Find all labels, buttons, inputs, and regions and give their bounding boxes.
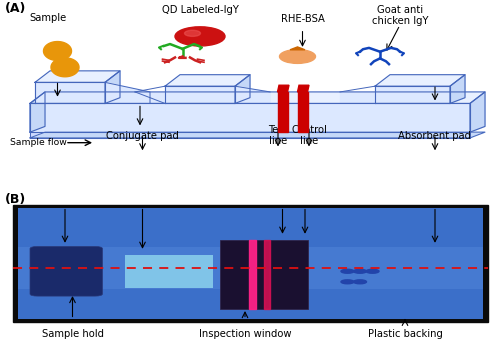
Polygon shape [165, 86, 235, 103]
FancyBboxPatch shape [30, 247, 102, 296]
Polygon shape [51, 58, 79, 77]
Polygon shape [30, 132, 470, 138]
Bar [12, 205, 488, 323]
Circle shape [341, 280, 354, 284]
Polygon shape [298, 85, 309, 92]
Text: Absorbent pad: Absorbent pad [398, 131, 471, 141]
Polygon shape [450, 75, 465, 103]
Polygon shape [30, 132, 485, 138]
Polygon shape [35, 82, 105, 103]
Circle shape [280, 50, 316, 63]
Polygon shape [278, 92, 287, 132]
Polygon shape [30, 92, 45, 132]
Polygon shape [470, 92, 485, 132]
Polygon shape [135, 92, 165, 103]
Text: Sample hold: Sample hold [42, 329, 104, 339]
Bar [18, 247, 482, 289]
Circle shape [175, 27, 225, 46]
Text: Inspection window: Inspection window [199, 329, 291, 339]
Polygon shape [375, 86, 450, 103]
Polygon shape [105, 71, 120, 103]
Circle shape [354, 269, 366, 273]
Polygon shape [165, 75, 250, 86]
Circle shape [354, 280, 366, 284]
Polygon shape [264, 240, 270, 309]
Polygon shape [290, 47, 305, 50]
Text: Control
line: Control line [291, 125, 327, 146]
Polygon shape [298, 92, 308, 132]
Text: Plastic backing: Plastic backing [368, 329, 442, 339]
Text: RHE-BSA: RHE-BSA [280, 14, 324, 24]
Polygon shape [375, 75, 465, 86]
Polygon shape [235, 75, 250, 103]
Polygon shape [35, 71, 120, 82]
Polygon shape [105, 82, 150, 103]
Text: Sample: Sample [29, 13, 66, 23]
Polygon shape [278, 85, 289, 92]
Bar [18, 208, 482, 319]
Circle shape [341, 269, 354, 273]
Text: Sample flow: Sample flow [10, 138, 67, 147]
Text: Conjugate pad: Conjugate pad [106, 131, 179, 141]
Polygon shape [30, 103, 470, 132]
Polygon shape [340, 92, 375, 103]
Polygon shape [249, 240, 256, 309]
Polygon shape [235, 86, 270, 103]
Circle shape [184, 30, 200, 36]
Circle shape [366, 269, 379, 273]
Text: (B): (B) [5, 193, 26, 206]
Polygon shape [30, 92, 485, 103]
Bar [220, 240, 308, 309]
Bar [125, 255, 212, 288]
Text: Test
line: Test line [268, 125, 288, 146]
Text: QD Labeled-IgY: QD Labeled-IgY [162, 5, 238, 15]
Polygon shape [44, 42, 72, 61]
Text: (A): (A) [5, 2, 26, 15]
Text: Goat anti
chicken IgY: Goat anti chicken IgY [372, 5, 428, 26]
